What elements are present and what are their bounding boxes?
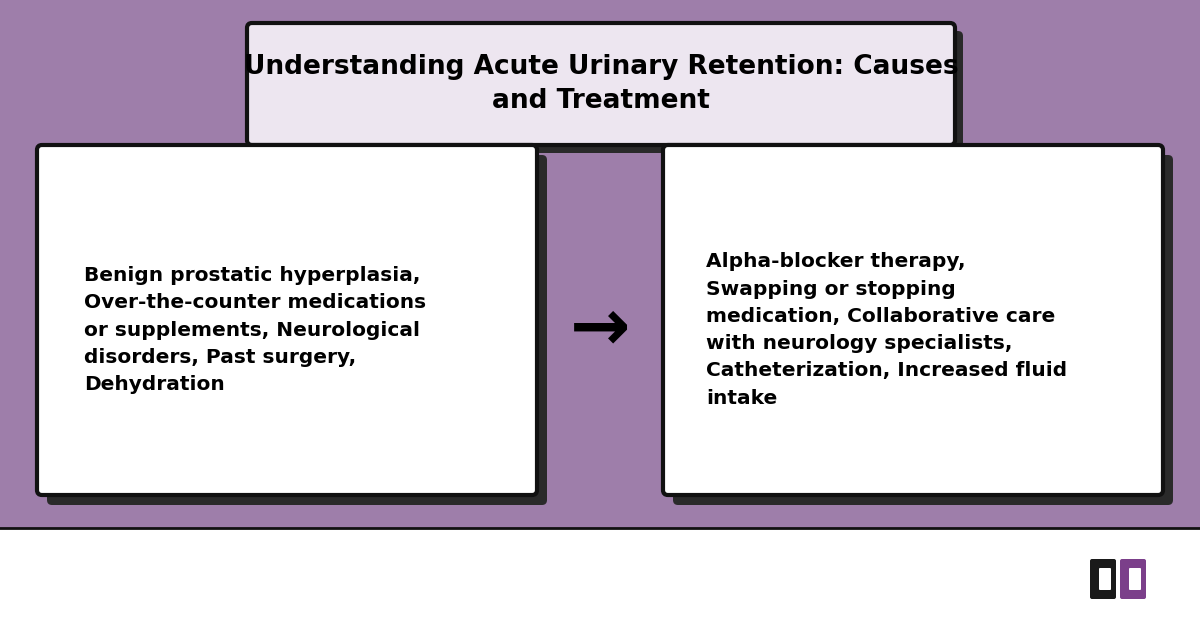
FancyBboxPatch shape	[673, 155, 1174, 505]
FancyBboxPatch shape	[1129, 568, 1141, 590]
FancyBboxPatch shape	[1090, 559, 1116, 599]
FancyBboxPatch shape	[1120, 559, 1146, 599]
FancyBboxPatch shape	[247, 23, 955, 145]
FancyBboxPatch shape	[37, 145, 538, 495]
FancyBboxPatch shape	[256, 31, 964, 153]
Text: Benign prostatic hyperplasia,
Over-the-counter medications
or supplements, Neuro: Benign prostatic hyperplasia, Over-the-c…	[84, 266, 426, 394]
FancyBboxPatch shape	[1099, 568, 1111, 590]
FancyBboxPatch shape	[47, 155, 547, 505]
Text: Understanding Acute Urinary Retention: Causes
and Treatment: Understanding Acute Urinary Retention: C…	[244, 54, 959, 115]
Text: →: →	[570, 295, 630, 365]
Bar	[0, 528, 1200, 630]
FancyBboxPatch shape	[662, 145, 1163, 495]
Text: Alpha-blocker therapy,
Swapping or stopping
medication, Collaborative care
with : Alpha-blocker therapy, Swapping or stopp…	[706, 253, 1067, 408]
